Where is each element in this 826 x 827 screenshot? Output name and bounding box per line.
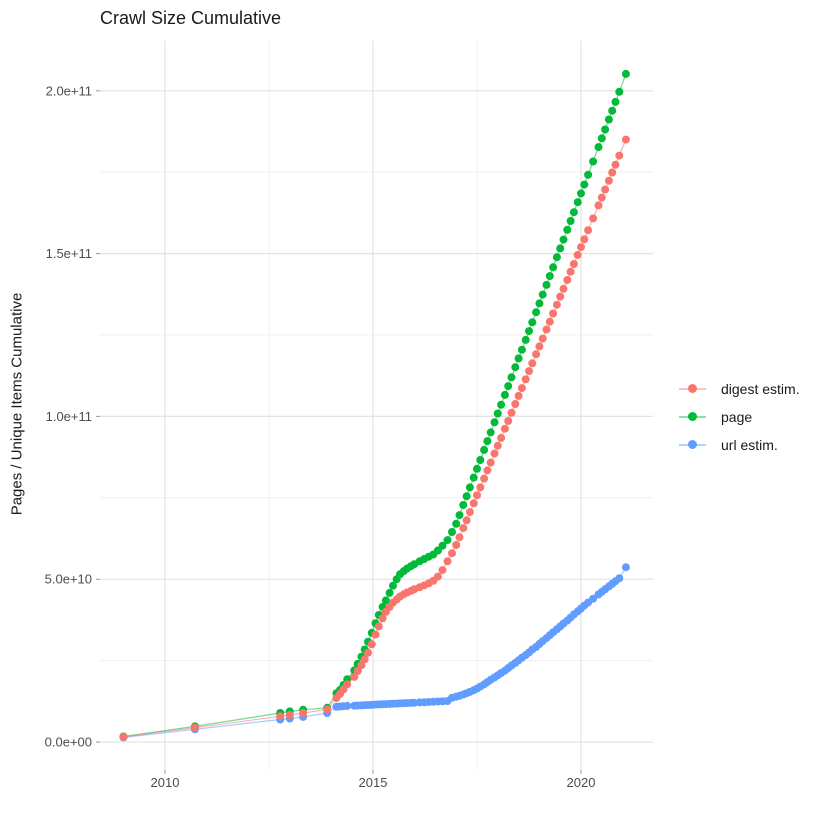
gridlines-minor: [100, 41, 653, 770]
legend-label: page: [721, 408, 753, 425]
series-line-url-estim: [123, 566, 627, 738]
legend: digest estim. page url estim.: [679, 379, 800, 454]
legend-key-dot: [688, 384, 697, 393]
legend-key-page: [679, 407, 706, 426]
legend-key-digest-estim: [679, 379, 706, 398]
y-tick-label: 0.0e+00: [45, 735, 92, 750]
legend-key-dot: [688, 440, 697, 449]
y-tick-label: 1.0e+11: [46, 409, 92, 424]
x-tick-label: 2020: [567, 775, 596, 790]
y-axis-tick-labels: 0.0e+00 5.0e+10 1.0e+11 1.5e+11 2.0e+11: [45, 83, 92, 749]
y-tick-label: 1.5e+11: [46, 246, 92, 261]
x-tick-label: 2010: [151, 775, 180, 790]
y-tick-label: 5.0e+10: [45, 572, 92, 587]
legend-entry-url-estim: url estim.: [679, 435, 800, 454]
y-tick-label: 2.0e+11: [46, 83, 92, 98]
series-digest-estim: [119, 135, 630, 741]
legend-entry-digest-estim: digest estim.: [679, 379, 800, 398]
axis-ticks: [96, 90, 582, 774]
series-page: [119, 69, 630, 741]
legend-key-dot: [688, 412, 697, 421]
series-url-estim: [119, 563, 630, 742]
x-axis-tick-labels: 2010 2015 2020: [151, 775, 596, 790]
legend-entry-page: page: [679, 407, 800, 426]
legend-label: digest estim.: [721, 380, 800, 397]
chart-title: Crawl Size Cumulative: [100, 8, 282, 28]
series-line-digest-estim: [123, 139, 627, 738]
legend-label: url estim.: [721, 436, 778, 453]
legend-key-url-estim: [679, 435, 706, 454]
x-tick-label: 2015: [359, 775, 388, 790]
gridlines-major: [100, 41, 653, 770]
